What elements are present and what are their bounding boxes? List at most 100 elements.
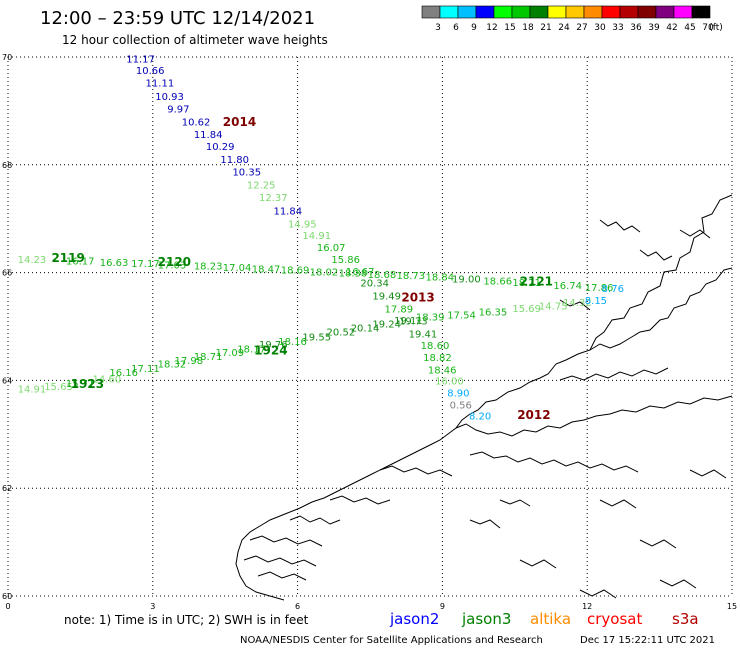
- wave-height-value: 14.91: [18, 384, 47, 395]
- wave-height-value: 19.00: [452, 274, 481, 285]
- wave-height-value: 19.24: [372, 320, 401, 331]
- legend-label: 42: [666, 23, 677, 33]
- wave-height-value: 18.71: [194, 352, 223, 363]
- legend-label: 27: [576, 23, 587, 33]
- wave-height-value: 17.04: [223, 263, 252, 274]
- wave-height-value: 14.95: [288, 219, 317, 230]
- wave-height-value: 19.11: [394, 316, 423, 327]
- wave-height-value: 10.29: [206, 142, 235, 153]
- wave-height-value: 15.86: [331, 255, 360, 266]
- wave-height-value: 16.17: [66, 257, 95, 268]
- wave-height-value: 14.91: [302, 231, 331, 242]
- wave-height-value: 17.98: [175, 356, 204, 367]
- wave-height-value: 8.20: [469, 412, 491, 423]
- wave-height-value: 18.47: [252, 265, 281, 276]
- wave-height-value: 17.54: [447, 310, 476, 321]
- satellite-name: jason2: [389, 610, 439, 628]
- wave-height-value: 9.97: [167, 105, 189, 116]
- footer-credit: NOAA/NESDIS Center for Satellite Applica…: [240, 635, 543, 646]
- wave-height-value: 11.84: [194, 130, 223, 141]
- satellite-name: altika: [530, 610, 571, 628]
- legend-swatch: [637, 5, 657, 19]
- wave-height-value: 16.00: [435, 377, 464, 388]
- wave-height-value: 18.82: [423, 353, 452, 364]
- wave-height-value: 15.65: [44, 382, 73, 393]
- wave-height-value: 18.73: [397, 271, 426, 282]
- legend-swatch: [565, 5, 585, 19]
- pass-number-label: 2120: [158, 255, 191, 269]
- lat-tick-label: 70: [2, 53, 12, 62]
- wave-height-value: 14.23: [18, 255, 47, 266]
- wave-height-value: 18.69: [281, 266, 310, 277]
- legend-label: 36: [630, 23, 642, 33]
- lat-tick-label: 66: [2, 269, 12, 278]
- lon-tick-label: 6: [295, 602, 300, 611]
- legend-swatch: [457, 5, 477, 19]
- wave-height-value: 18.38: [339, 268, 368, 279]
- wave-height-value: 17.09: [216, 348, 245, 359]
- pass-number-label: 2121: [520, 275, 553, 289]
- legend-swatch: [691, 5, 711, 19]
- legend-label: 18: [522, 23, 534, 33]
- legend-label: 30: [594, 23, 606, 33]
- wave-height-value: 18.84: [426, 273, 455, 284]
- wave-height-value: 19.41: [409, 329, 438, 340]
- lat-tick-label: 60: [2, 592, 12, 601]
- wave-height-value: 19.76: [259, 340, 288, 351]
- wave-height-value: 18.32: [158, 359, 187, 370]
- wave-height-value: 14.32: [563, 298, 592, 309]
- pass-number-label: 2013: [401, 291, 434, 305]
- legend-label: 39: [648, 23, 660, 33]
- wave-height-value: 16.35: [479, 308, 508, 319]
- wave-height-value: 8.15: [585, 296, 607, 307]
- wave-height-value: 10.62: [182, 117, 211, 128]
- legend-swatch: [547, 5, 567, 19]
- wave-height-value: 20.14: [351, 323, 380, 334]
- wave-height-value: 17.03: [158, 260, 187, 271]
- legend-label: 70: [702, 23, 714, 33]
- wave-height-value: 0.56: [450, 400, 472, 411]
- wave-height-value: 17.11: [131, 364, 160, 375]
- wave-height-value: 18.17: [237, 344, 266, 355]
- wave-height-value: 18.66: [483, 276, 512, 287]
- legend-label: 12: [486, 23, 497, 33]
- wave-height-points: 11.1710.6611.1110.939.9710.6211.8410.291…: [18, 54, 624, 422]
- legend-label: 24: [558, 23, 570, 33]
- wave-height-value: 19.49: [372, 292, 401, 303]
- legend-label: (ft): [709, 23, 723, 33]
- wave-height-value: 19.73: [399, 316, 428, 327]
- wave-height-value: 18.68: [368, 270, 397, 281]
- satellite-name: s3a: [672, 610, 699, 628]
- legend-swatch: [601, 5, 621, 19]
- legend-label: 21: [540, 23, 551, 33]
- wave-height-value: 18.02: [310, 267, 339, 278]
- legend-swatch: [475, 5, 495, 19]
- pass-number-label: 2119: [51, 251, 84, 265]
- wave-height-value: 14.75: [539, 301, 568, 312]
- legend-label: 6: [453, 23, 459, 33]
- wave-height-value: 18.16: [278, 337, 307, 348]
- lon-tick-label: 0: [5, 602, 10, 611]
- lat-lon-grid: 0 3 6 9 12 15 70 68 66 64 62 60: [2, 53, 737, 611]
- satellite-legend: jason2 jason3 altika cryosat s3a: [389, 610, 699, 628]
- wave-height-value: 11.17: [126, 54, 155, 65]
- wave-height-value: 20.34: [360, 279, 389, 290]
- pass-number-label: 2014: [223, 115, 256, 129]
- footer-timestamp: Dec 17 15:22:11 UTC 2021: [580, 635, 715, 646]
- wave-height-value: 16.74: [553, 281, 582, 292]
- wave-height-value: 15.71: [66, 379, 95, 390]
- legend-swatch: [619, 5, 639, 19]
- wave-height-value: 12.37: [259, 193, 288, 204]
- pass-labels: 2014 2119 2120 2013 2121 1924 1923 2012: [51, 115, 553, 422]
- legend-swatch: [493, 5, 513, 19]
- wave-height-value: 11.84: [273, 206, 302, 217]
- wave-height-value: 18.23: [194, 261, 223, 272]
- wave-height-value: 18.21: [512, 278, 541, 289]
- wave-height-value: 17.17: [131, 259, 160, 270]
- wave-height-value: 8.90: [447, 389, 469, 400]
- legend-swatch: [511, 5, 531, 19]
- map-subtitle: 12 hour collection of altimeter wave hei…: [62, 33, 328, 47]
- wave-height-value: 12.25: [247, 181, 276, 192]
- wave-height-value: 8.76: [602, 284, 624, 295]
